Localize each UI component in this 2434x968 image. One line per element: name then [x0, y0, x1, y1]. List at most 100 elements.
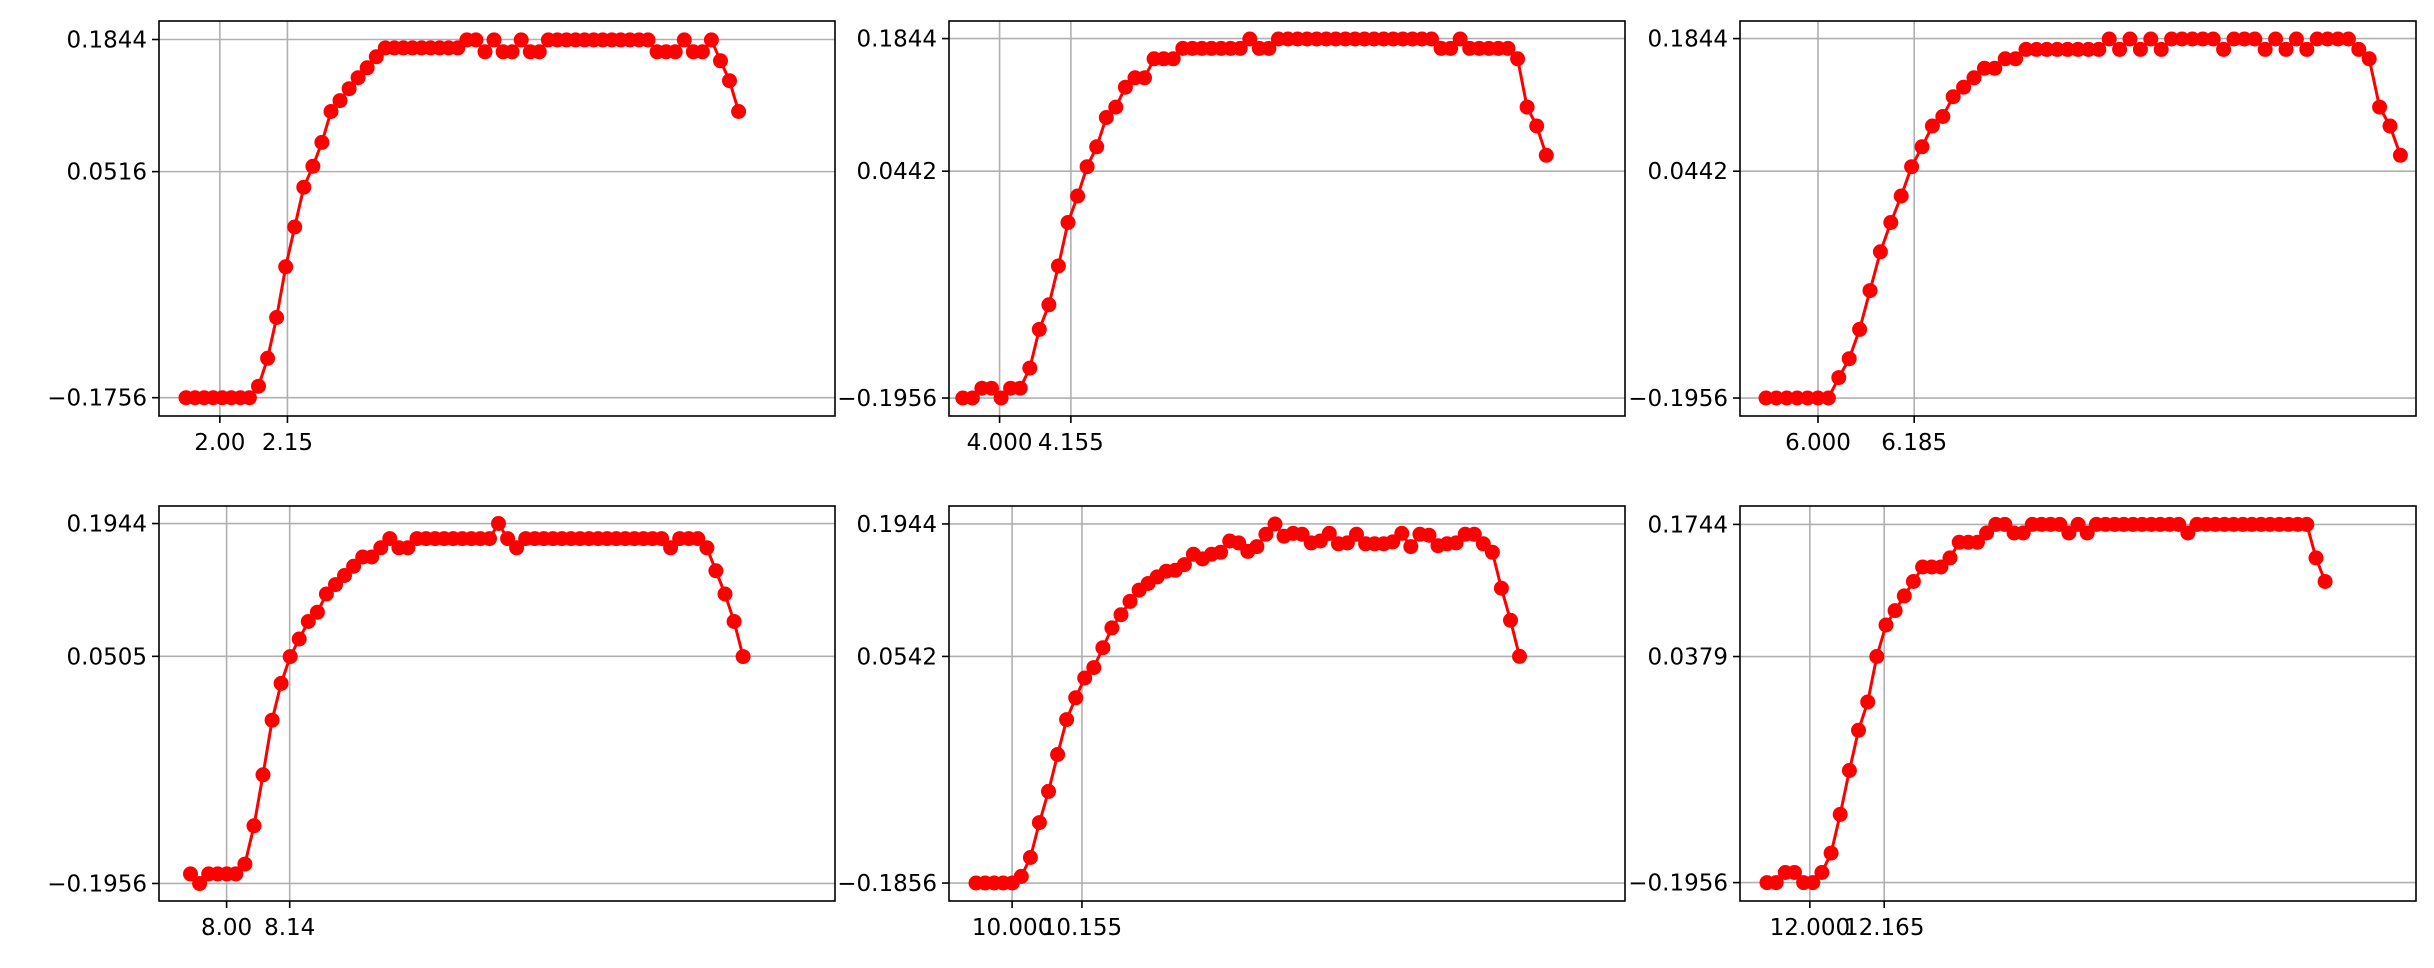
data-point	[1484, 544, 1500, 560]
x-tick-label: 10.000	[972, 915, 1052, 941]
data-point	[1117, 79, 1133, 95]
data-point	[282, 649, 298, 665]
data-point	[1529, 118, 1545, 134]
x-tick-label: 2.00	[194, 430, 245, 456]
data-point	[726, 614, 742, 629]
data-point	[676, 32, 692, 48]
data-point	[2288, 31, 2304, 47]
chart-panel-3: −0.1956 0.0442 0.1844 6.000 6.185	[1628, 20, 2417, 456]
data-point	[2320, 31, 2336, 47]
data-point	[1466, 526, 1482, 542]
data-point	[1041, 783, 1056, 799]
data-point	[1503, 612, 1518, 628]
data-point	[468, 32, 484, 48]
data-point	[314, 134, 330, 150]
data-point	[255, 767, 271, 783]
data-point	[1258, 526, 1274, 542]
data-point	[1452, 31, 1468, 47]
data-point	[1512, 648, 1527, 664]
data-point	[640, 32, 656, 48]
data-point	[1077, 670, 1093, 686]
data-point	[296, 179, 312, 195]
data-point	[694, 44, 710, 60]
data-point	[2299, 516, 2315, 532]
data-point	[491, 516, 506, 531]
data-point	[1137, 70, 1152, 86]
data-point	[663, 540, 679, 556]
data-point	[1935, 109, 1951, 124]
data-point	[504, 44, 520, 60]
y-tick-label: −0.1956	[837, 386, 937, 412]
data-point	[708, 563, 724, 579]
data-point	[1800, 390, 1816, 406]
data-point	[1758, 390, 1774, 406]
data-point	[1031, 815, 1047, 831]
data-point	[1031, 321, 1047, 337]
data-point	[1349, 526, 1364, 542]
data-point	[1860, 694, 1876, 710]
x-tick-label: 8.00	[201, 915, 252, 941]
data-point	[703, 32, 719, 48]
data-point	[1987, 60, 2003, 76]
y-tick-label: 0.1744	[1648, 512, 1728, 538]
data-point	[273, 675, 289, 691]
data-point	[1970, 534, 1985, 550]
data-point	[2153, 41, 2169, 57]
data-point	[1089, 139, 1105, 155]
data-point	[2164, 31, 2180, 47]
data-point	[2091, 41, 2107, 57]
data-point	[337, 568, 352, 583]
data-point	[1050, 258, 1066, 274]
data-point	[364, 549, 380, 565]
data-point	[1976, 60, 1992, 76]
data-point	[1966, 70, 1982, 86]
data-point	[731, 104, 747, 119]
data-point	[228, 866, 244, 882]
data-point	[1421, 527, 1437, 543]
y-tick-label: −0.1856	[837, 871, 937, 897]
y-tick-label: 0.1844	[67, 28, 147, 54]
data-point	[2112, 41, 2128, 57]
data-point	[264, 712, 280, 728]
data-point	[667, 44, 683, 60]
data-point	[2392, 147, 2408, 163]
data-point	[654, 531, 670, 547]
data-point	[1394, 525, 1410, 541]
y-tick-label: 0.0442	[1648, 159, 1728, 185]
data-point	[2028, 41, 2044, 57]
data-point	[1041, 297, 1057, 313]
data-point	[1878, 617, 1894, 633]
y-tick-label: 0.0379	[1648, 645, 1728, 671]
data-point	[1887, 603, 1903, 619]
data-point	[1820, 390, 1836, 406]
data-point	[332, 93, 348, 109]
data-point	[509, 540, 525, 556]
data-point	[269, 310, 285, 325]
axes-frame	[1739, 505, 2417, 902]
data-point	[1443, 40, 1459, 56]
data-point	[699, 540, 715, 556]
data-point	[531, 44, 547, 60]
data-point	[1079, 159, 1095, 175]
data-point	[2070, 41, 2086, 57]
data-point	[2257, 41, 2273, 57]
data-point	[1060, 215, 1076, 230]
data-point	[1789, 390, 1805, 406]
data-point	[1997, 51, 2013, 67]
data-point	[2143, 31, 2159, 47]
data-point	[2008, 51, 2024, 67]
data-point	[350, 70, 366, 86]
data-point	[2101, 31, 2117, 47]
chart-panel-1: −0.1756 0.0516 0.1844 2.00 2.15	[47, 20, 836, 456]
x-tick-label: 2.15	[262, 430, 313, 456]
data-point	[2080, 41, 2096, 57]
y-tick-label: 0.0516	[67, 160, 147, 186]
axes-frame	[1739, 20, 2417, 417]
axes-frame	[948, 20, 1626, 417]
data-point	[341, 81, 357, 97]
data-point	[2184, 31, 2200, 47]
data-point	[2195, 31, 2211, 47]
y-tick-label: −0.1956	[47, 871, 147, 897]
